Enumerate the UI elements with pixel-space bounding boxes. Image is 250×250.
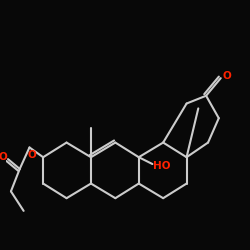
Text: O: O: [222, 71, 231, 81]
Text: HO: HO: [154, 161, 171, 171]
Text: O: O: [0, 152, 8, 162]
Text: O: O: [27, 150, 36, 160]
